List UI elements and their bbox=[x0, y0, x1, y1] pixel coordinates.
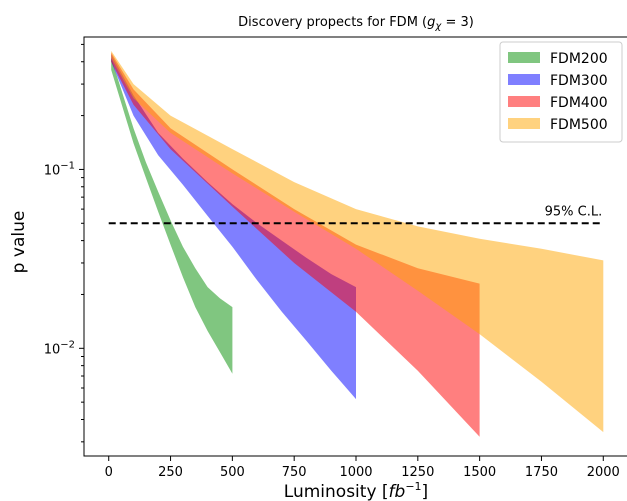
band-fdm200 bbox=[111, 57, 233, 374]
x-tick-label: 2000 bbox=[587, 465, 620, 480]
band-fdm500 bbox=[111, 50, 604, 433]
legend-swatch-fdm500 bbox=[508, 118, 540, 129]
legend-label-fdm200: FDM200 bbox=[550, 51, 608, 67]
x-tick-label: 500 bbox=[220, 465, 245, 480]
y-tick-label: 10−1 bbox=[44, 160, 75, 178]
legend-swatch-fdm300 bbox=[508, 74, 540, 85]
chart-title: Discovery propects for FDM (gχ = 3) bbox=[238, 15, 474, 32]
legend-label-fdm400: FDM400 bbox=[550, 95, 608, 111]
x-axis-label: Luminosity [fb−1] bbox=[284, 480, 428, 501]
reference-line-layer: 95% C.L. bbox=[108, 204, 604, 225]
legend-swatch-fdm400 bbox=[508, 96, 540, 107]
x-tick-label: 1250 bbox=[401, 465, 434, 480]
band-fdm400 bbox=[111, 52, 480, 437]
confidence-level-label: 95% C.L. bbox=[545, 204, 603, 219]
x-tick-label: 1000 bbox=[339, 465, 372, 480]
x-axis: 0 250 500 750 1000 1250 1500 1750 2000 bbox=[105, 456, 620, 480]
x-tick-label: 1750 bbox=[525, 465, 558, 480]
x-tick-label: 1500 bbox=[463, 465, 496, 480]
legend-swatch-fdm200 bbox=[508, 52, 540, 63]
x-tick-label: 0 bbox=[105, 465, 113, 480]
y-tick-label: 10−2 bbox=[44, 339, 75, 357]
legend-label-fdm300: FDM300 bbox=[550, 73, 608, 89]
y-axis-label: p value bbox=[9, 211, 29, 274]
x-tick-label: 750 bbox=[282, 465, 307, 480]
legend-box bbox=[499, 41, 623, 143]
band-layer bbox=[111, 50, 604, 437]
x-tick-label: 250 bbox=[158, 465, 183, 480]
legend-label-fdm500: FDM500 bbox=[550, 117, 608, 133]
band-fdm300 bbox=[111, 54, 356, 400]
legend: FDM200 FDM300 FDM400 FDM500 bbox=[499, 41, 623, 143]
y-axis: 10−1 10−2 bbox=[44, 43, 84, 443]
